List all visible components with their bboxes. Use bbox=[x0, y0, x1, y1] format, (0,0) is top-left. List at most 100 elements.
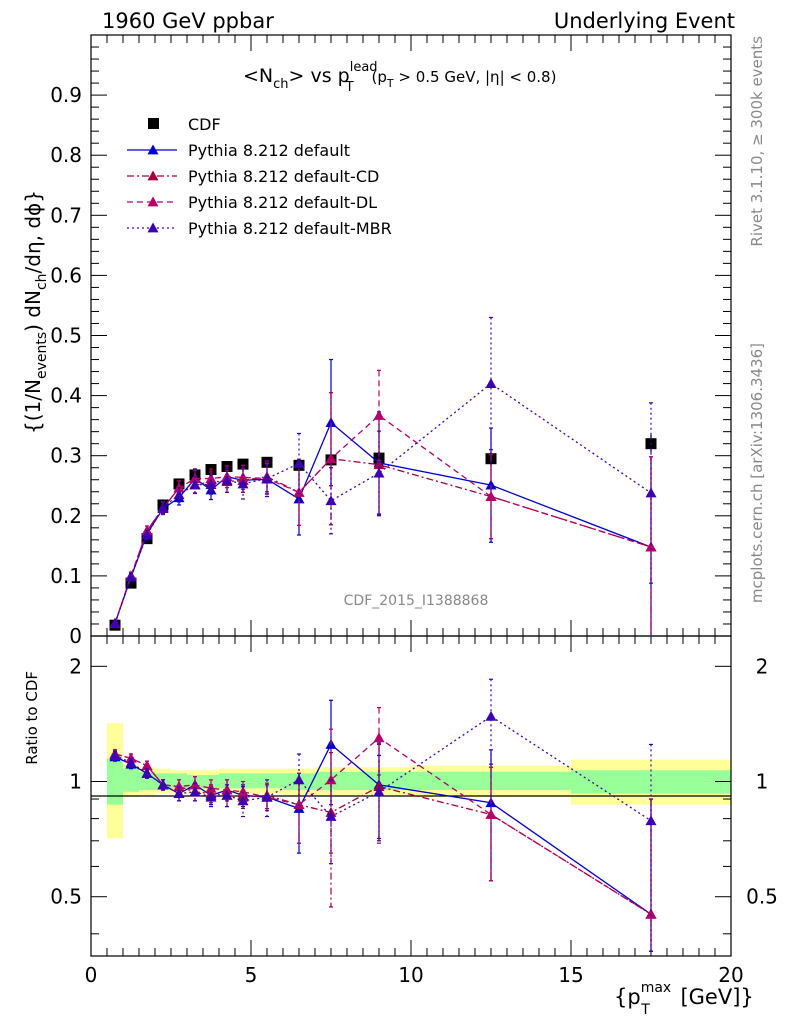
y-axis-label-main: {(1/Nevents) dNch/dη, dϕ} bbox=[21, 190, 50, 434]
y-tick-label-main: 0.7 bbox=[50, 203, 82, 227]
data-point-default_mbr bbox=[189, 786, 201, 797]
data-point-default_mbr bbox=[293, 774, 305, 785]
data-point-default_mbr bbox=[237, 795, 249, 806]
rivet-version-text: Rivet 3.1.10, ≥ 300k events bbox=[748, 36, 766, 247]
header-right: Underlying Event bbox=[554, 9, 735, 33]
data-point-cdf bbox=[237, 458, 249, 470]
data-point-default_mbr bbox=[173, 788, 185, 798]
data-point-default_mbr bbox=[645, 487, 657, 498]
band-inner-1 bbox=[123, 768, 139, 792]
legend-label: Pythia 8.212 default-DL bbox=[188, 193, 377, 212]
legend: CDF Pythia 8.212 default Pythia 8.212 defa… bbox=[127, 115, 392, 238]
data-point-default_mbr bbox=[141, 529, 153, 540]
legend-item-default_cd: Pythia 8.212 default-CD bbox=[127, 167, 379, 186]
data-point-default_mbr bbox=[645, 815, 657, 826]
x-tick-label: 10 bbox=[398, 963, 423, 987]
series-line-default_mbr bbox=[114, 382, 652, 624]
series-line-default_mbr bbox=[114, 715, 652, 822]
data-point-default_dl bbox=[325, 453, 337, 464]
data-point-default_mbr bbox=[125, 571, 137, 582]
ratio-uncertainty-bands bbox=[107, 723, 731, 839]
legend-item-default_dl: Pythia 8.212 default-DL bbox=[127, 193, 377, 212]
data-point-default_mbr bbox=[293, 458, 305, 468]
data-point-default_dl bbox=[237, 786, 249, 797]
y-tick-label-ratio: 0.5 bbox=[50, 885, 82, 909]
series-default_dl-ratio bbox=[109, 706, 657, 952]
data-point-default_dl bbox=[485, 491, 497, 501]
y-tick-label-ratio: 1 bbox=[69, 770, 82, 794]
data-point-default_mbr bbox=[261, 791, 273, 802]
data-point-default_mbr bbox=[141, 767, 153, 778]
series-default_mbr-main bbox=[109, 316, 657, 628]
legend-label: CDF bbox=[188, 115, 221, 134]
x-tick-label: 5 bbox=[245, 963, 258, 987]
y-tick-label-ratio-right: 0.5 bbox=[746, 885, 778, 909]
data-point-default_dl bbox=[221, 784, 233, 795]
data-point-default_mbr bbox=[221, 474, 233, 485]
series-default_mbr-ratio bbox=[109, 678, 657, 952]
y-tick-label-main: 0.5 bbox=[50, 324, 82, 348]
data-point-default_dl bbox=[373, 732, 385, 743]
data-point-default_mbr bbox=[205, 791, 217, 802]
data-point-default_mbr bbox=[237, 478, 249, 489]
data-point-default_mbr bbox=[109, 617, 121, 628]
data-point-default_mbr bbox=[221, 789, 233, 800]
data-point-default_mbr bbox=[485, 710, 497, 721]
data-point-default_mbr bbox=[125, 757, 137, 768]
data-point-default bbox=[325, 417, 337, 428]
data-point-default_dl bbox=[373, 409, 385, 420]
main-plot-frame bbox=[90, 34, 732, 637]
main-series-group bbox=[109, 316, 657, 636]
series-default-ratio bbox=[109, 699, 657, 952]
legend-item-default: Pythia 8.212 default bbox=[127, 141, 350, 160]
data-point-default_mbr bbox=[261, 473, 273, 483]
y-tick-label-main: 0.1 bbox=[50, 564, 82, 588]
legend-label: Pythia 8.212 default-MBR bbox=[188, 219, 392, 238]
data-point-default_mbr bbox=[157, 779, 169, 790]
plot-title: <Nch> vs plead T(pT > 0.5 GeV, |η| < 0.8) bbox=[243, 60, 556, 95]
svg-text:{(1/Nevents) dNch/dη, dϕ}: {(1/Nevents) dNch/dη, dϕ} bbox=[21, 190, 50, 434]
y-tick-label-main: 0.6 bbox=[50, 263, 82, 287]
x-tick-label: 20 bbox=[718, 963, 743, 987]
data-point-default_mbr bbox=[373, 786, 385, 797]
legend-label: Pythia 8.212 default-CD bbox=[188, 167, 379, 186]
header-left: 1960 GeV ppbar bbox=[102, 9, 274, 33]
y-tick-label-ratio: 2 bbox=[69, 654, 82, 678]
legend-marker-default bbox=[147, 144, 159, 155]
data-point-default_mbr bbox=[205, 479, 217, 489]
analysis-watermark: CDF_2015_I1388868 bbox=[344, 593, 489, 609]
y-tick-label-ratio-right: 2 bbox=[756, 654, 769, 678]
y-tick-label-main: 0.3 bbox=[50, 444, 82, 468]
data-point-default_cd bbox=[373, 459, 385, 470]
data-point-default_dl bbox=[141, 760, 153, 771]
data-point-default_mbr bbox=[173, 489, 185, 500]
x-tick-label: 15 bbox=[558, 963, 583, 987]
axis-ticks: 0 5 10 15 20 0 0.1 0.2 0.3 0.4 0.5 0.6 0.7 0.8 0.9 0.5 0… bbox=[50, 34, 778, 987]
y-tick-label-main: 0 bbox=[69, 624, 82, 648]
data-point-default_mbr bbox=[373, 467, 385, 478]
data-point-default_mbr bbox=[109, 749, 121, 760]
series-line-default_dl bbox=[114, 737, 652, 915]
legend-marker-default_dl bbox=[147, 196, 159, 207]
data-point-default_mbr bbox=[485, 378, 497, 388]
y-tick-label-main: 0.2 bbox=[50, 504, 82, 528]
y-tick-label-main: 0.4 bbox=[50, 384, 82, 408]
data-point-default_dl bbox=[205, 473, 217, 483]
y-tick-label-main: 0.8 bbox=[50, 143, 82, 167]
x-axis-label: {pmax T [GeV]} bbox=[614, 980, 754, 1018]
data-point-default_mbr bbox=[325, 811, 337, 821]
data-point-default_mbr bbox=[157, 501, 169, 512]
legend-label: Pythia 8.212 default bbox=[188, 141, 350, 160]
data-point-default bbox=[293, 493, 305, 504]
ratio-series-group bbox=[109, 678, 657, 952]
band-inner-8 bbox=[235, 773, 251, 789]
data-point-default_dl bbox=[645, 908, 657, 919]
data-point-cdf bbox=[125, 577, 137, 589]
data-point-default_mbr bbox=[325, 495, 337, 506]
legend-item-default_mbr: Pythia 8.212 default-MBR bbox=[127, 219, 392, 238]
data-point-default_dl bbox=[645, 541, 657, 552]
legend-marker-default_mbr bbox=[147, 222, 159, 233]
data-point-default_dl bbox=[485, 808, 497, 819]
y-tick-label-ratio-right: 1 bbox=[756, 770, 769, 794]
